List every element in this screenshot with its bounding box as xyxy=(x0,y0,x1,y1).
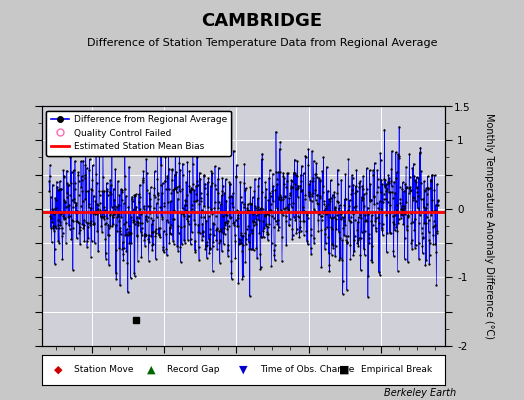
Text: Berkeley Earth: Berkeley Earth xyxy=(384,388,456,398)
Legend: Difference from Regional Average, Quality Control Failed, Estimated Station Mean: Difference from Regional Average, Qualit… xyxy=(47,110,231,156)
Text: Difference of Station Temperature Data from Regional Average: Difference of Station Temperature Data f… xyxy=(87,38,437,48)
Text: ◆: ◆ xyxy=(54,365,62,375)
Text: Empirical Break: Empirical Break xyxy=(361,365,432,374)
Y-axis label: Monthly Temperature Anomaly Difference (°C): Monthly Temperature Anomaly Difference (… xyxy=(484,113,494,339)
Text: ■: ■ xyxy=(339,365,350,375)
Text: Station Move: Station Move xyxy=(74,365,134,374)
Text: CAMBRIDGE: CAMBRIDGE xyxy=(201,12,323,30)
Text: ▲: ▲ xyxy=(147,365,155,375)
Text: ▼: ▼ xyxy=(239,365,248,375)
Text: 1.5: 1.5 xyxy=(454,103,471,113)
Text: Time of Obs. Change: Time of Obs. Change xyxy=(260,365,354,374)
Text: Record Gap: Record Gap xyxy=(167,365,220,374)
